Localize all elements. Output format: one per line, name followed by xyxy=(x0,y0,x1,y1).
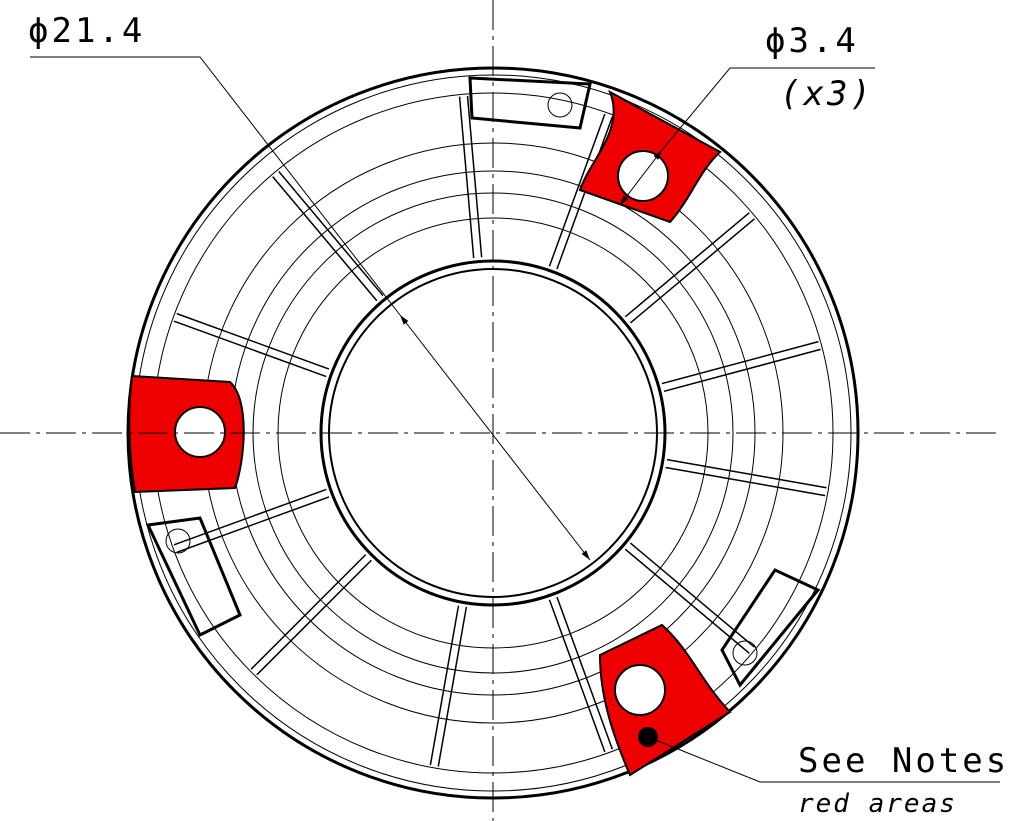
rib xyxy=(664,349,820,391)
dimension-note: (x3) xyxy=(780,74,874,114)
rib xyxy=(460,97,474,258)
rib xyxy=(630,219,754,323)
rib xyxy=(667,460,827,488)
rib xyxy=(625,213,749,317)
rib xyxy=(549,600,604,752)
rib xyxy=(662,342,818,384)
note-title: See Notes xyxy=(798,741,1009,781)
rib xyxy=(174,321,326,376)
rib xyxy=(438,607,466,767)
rib xyxy=(666,468,826,496)
rib xyxy=(177,314,329,369)
rib xyxy=(279,172,383,296)
drawing: ϕ21.4 ϕ3.4 (x3) See Notes red areas xyxy=(0,0,1017,821)
dimension-label: ϕ3.4 xyxy=(765,21,859,61)
dimension-label: ϕ21.4 xyxy=(28,11,145,51)
note-subtitle: red areas xyxy=(798,789,957,819)
rib xyxy=(273,177,377,301)
rib xyxy=(177,497,329,552)
rib xyxy=(430,606,458,766)
